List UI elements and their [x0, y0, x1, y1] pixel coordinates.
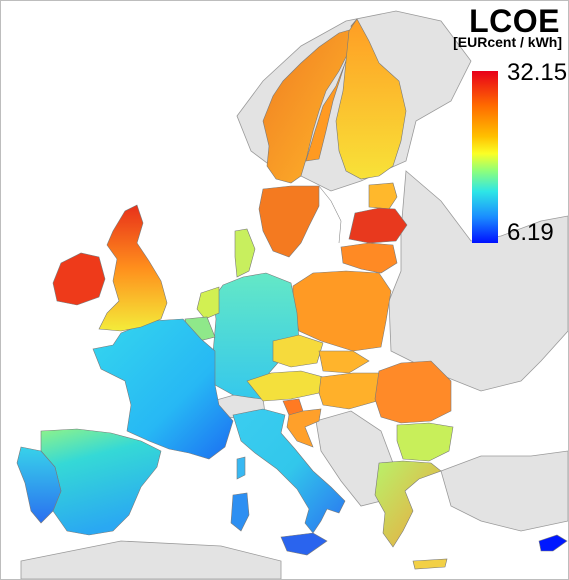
eu-countries	[16, 18, 568, 570]
country-denmark	[234, 228, 256, 278]
country-romania	[374, 360, 452, 424]
country-netherlands	[196, 286, 220, 320]
country-bulgaria	[396, 422, 454, 462]
country-sardinia	[230, 492, 250, 532]
country-france	[92, 318, 234, 460]
country-slovakia	[318, 350, 370, 374]
country-estonia	[368, 182, 398, 210]
country-czechia	[272, 334, 324, 368]
north-africa-land	[20, 540, 282, 579]
country-norway	[262, 28, 354, 184]
country-sicily	[280, 532, 328, 556]
country-corsica	[236, 456, 246, 480]
legend-colorbar	[472, 71, 498, 243]
country-uk	[98, 204, 168, 332]
country-croatia	[286, 408, 322, 448]
country-sweden-north	[305, 18, 358, 162]
legend-min-label: 6.19	[507, 219, 554, 246]
baltic-coastline	[318, 185, 342, 244]
country-greece	[374, 460, 442, 548]
turkey-land	[440, 450, 568, 532]
country-finland	[335, 18, 407, 180]
legend-title: LCOE	[469, 3, 560, 39]
country-sweden-south	[258, 185, 320, 258]
country-latvia	[348, 207, 408, 244]
country-portugal	[16, 446, 62, 524]
legend-max-label: 32.15	[507, 59, 568, 86]
country-lithuania	[340, 242, 398, 274]
country-italy	[232, 408, 346, 534]
country-crete	[412, 558, 448, 570]
country-hungary	[318, 372, 382, 410]
legend-unit: [EURcent / kWh]	[453, 34, 562, 50]
country-ireland	[52, 252, 106, 306]
country-cyprus	[538, 534, 568, 552]
